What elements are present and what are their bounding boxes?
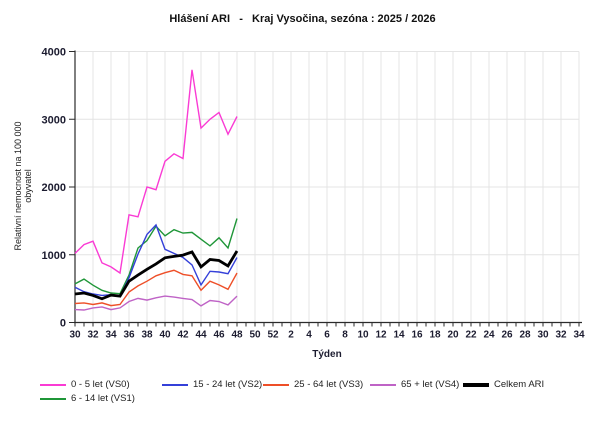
- y-tick-label: 4000: [42, 47, 66, 59]
- series-line-vs2: [74, 223, 238, 297]
- x-tick-label: 42: [177, 330, 189, 341]
- series-line-vs4: [74, 295, 238, 311]
- y-tick-label: 2000: [42, 182, 66, 194]
- y-tick-label: 3000: [42, 114, 66, 126]
- legend-swatch-total: [463, 383, 489, 387]
- x-tick-label: 50: [249, 330, 261, 341]
- x-tick-label: 28: [519, 330, 531, 341]
- x-tick-label: 36: [123, 330, 135, 341]
- x-tick-label: 52: [267, 330, 279, 341]
- axis-ticks: [69, 51, 580, 327]
- x-axis-title: Týden: [312, 349, 342, 360]
- x-tick-label: 40: [159, 330, 171, 341]
- x-tick-label: 18: [429, 330, 441, 341]
- x-tick-label: 32: [87, 330, 99, 341]
- x-tick-label: 6: [324, 330, 330, 341]
- x-tick-label: 2: [288, 330, 294, 341]
- y-tick-label: 0: [60, 318, 66, 330]
- x-tick-label: 12: [375, 330, 387, 341]
- legend-swatch-vs2: [162, 384, 188, 386]
- x-tick-label: 4: [306, 330, 312, 341]
- x-tick-label: 24: [483, 330, 495, 341]
- x-tick-label: 14: [393, 330, 405, 341]
- x-tick-label: 32: [555, 330, 567, 341]
- x-tick-label: 10: [357, 330, 369, 341]
- x-tick-label: 48: [231, 330, 243, 341]
- legend-label: 15 - 24 let (VS2): [193, 379, 263, 390]
- x-tick-label: 34: [573, 330, 585, 341]
- legend-label: Celkem ARI: [494, 379, 545, 390]
- y-tick-label: 1000: [42, 250, 66, 262]
- x-tick-label: 8: [342, 330, 348, 341]
- legend-label: 65 + let (VS4): [401, 379, 460, 390]
- x-tick-label: 38: [141, 330, 153, 341]
- x-tick-label: 20: [447, 330, 459, 341]
- legend-label: 0 - 5 let (VS0): [71, 379, 130, 390]
- y-axis-tick-labels: 0 1000 2000 3000 4000: [42, 47, 66, 330]
- legend-swatch-vs4: [370, 384, 396, 386]
- x-tick-label: 44: [195, 330, 207, 341]
- x-tick-label: 30: [69, 330, 81, 341]
- x-tick-label: 34: [105, 330, 117, 341]
- x-tick-label: 22: [465, 330, 477, 341]
- legend-item-vs4: 65 + let (VS4): [370, 379, 459, 391]
- legend-swatch-vs1: [40, 398, 66, 400]
- grid-lines: [75, 51, 580, 323]
- x-tick-label: 46: [213, 330, 225, 341]
- series-line-total: [74, 250, 239, 301]
- x-tick-label: 16: [411, 330, 423, 341]
- legend-item-total: Celkem ARI: [463, 379, 544, 391]
- x-tick-label: 26: [501, 330, 513, 341]
- legend-item-vs2: 15 - 24 let (VS2): [162, 379, 262, 391]
- legend-item-vs3: 25 - 64 let (VS3): [263, 379, 363, 391]
- x-axis-tick-labels: 30 32 34 36 38 40 42 44 46 48 50 52 2 4 6 8 10 12 14 16 18 20…: [69, 330, 585, 341]
- legend-label: 25 - 64 let (VS3): [294, 379, 364, 390]
- legend-item-vs0: 0 - 5 let (VS0): [40, 379, 130, 391]
- legend-swatch-vs0: [40, 384, 66, 386]
- series-line-vs0: [74, 69, 238, 275]
- legend-swatch-vs3: [263, 384, 289, 386]
- x-tick-label: 30: [537, 330, 549, 341]
- chart-title: Hlášení ARI - Kraj Vysočina, sezóna : 20…: [169, 13, 436, 25]
- legend-label: 6 - 14 let (VS1): [71, 393, 135, 404]
- legend-item-vs1: 6 - 14 let (VS1): [40, 393, 135, 405]
- series-line-vs3: [74, 269, 238, 307]
